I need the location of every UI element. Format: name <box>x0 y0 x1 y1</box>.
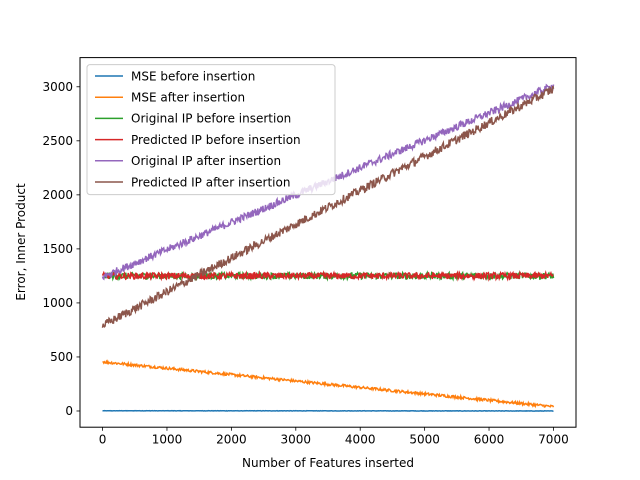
y-tick-label: 2500 <box>42 134 73 148</box>
x-axis: 0 1000 2000 3000 4000 5000 6000 7000 <box>99 427 569 447</box>
y-axis-label: Error, Inner Product <box>14 183 28 301</box>
legend-label-2: Original IP before insertion <box>131 112 291 126</box>
x-tick-label: 7000 <box>538 433 569 447</box>
legend-label-4: Original IP after insertion <box>131 154 281 168</box>
x-axis-label: Number of Features inserted <box>242 456 414 470</box>
y-tick-label: 1500 <box>42 242 73 256</box>
series-line-1 <box>102 359 555 409</box>
legend: MSE before insertion MSE after insertion O… <box>86 64 336 196</box>
x-tick-label: 4000 <box>345 433 376 447</box>
plot-frame <box>79 57 577 428</box>
legend-label-5: Predicted IP after insertion <box>131 175 290 189</box>
series-line-0 <box>102 409 554 412</box>
x-tick-label: 2000 <box>216 433 247 447</box>
x-tick-label: 0 <box>99 433 107 447</box>
legend-label-3: Predicted IP before insertion <box>131 133 301 147</box>
x-tick-label: 3000 <box>281 433 312 447</box>
legend-label-0: MSE before insertion <box>131 69 255 83</box>
x-tick-label: 6000 <box>474 433 505 447</box>
series-line-5 <box>101 85 555 328</box>
y-tick-label: 3000 <box>42 80 73 94</box>
legend-box <box>86 64 336 196</box>
y-tick-label: 1000 <box>42 296 73 310</box>
y-tick-label: 0 <box>65 404 73 418</box>
x-tick-label: 5000 <box>409 433 440 447</box>
x-tick-label: 1000 <box>152 433 183 447</box>
y-tick-label: 2000 <box>42 188 73 202</box>
series-line-3 <box>101 269 554 282</box>
y-tick-label: 500 <box>50 350 73 364</box>
y-axis: 0 500 1000 1500 2000 2500 3000 <box>42 80 80 418</box>
legend-label-1: MSE after insertion <box>131 91 245 105</box>
